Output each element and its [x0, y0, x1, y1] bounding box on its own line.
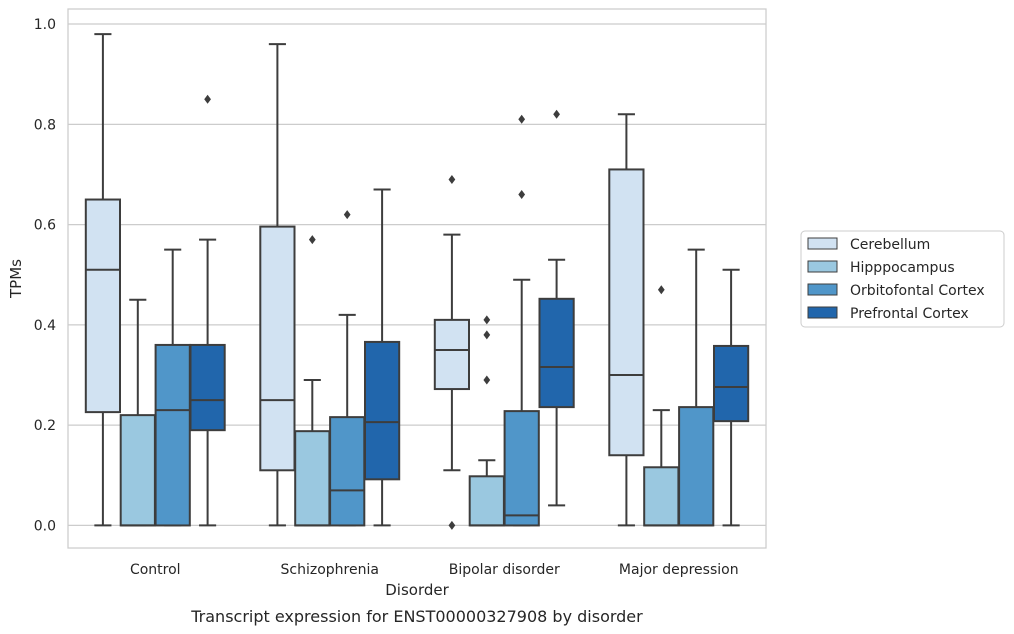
box-iqr [294, 430, 331, 527]
outlier-point [483, 375, 491, 385]
legend-swatch [807, 260, 838, 273]
chart-caption: Transcript expression for ENST0000032790… [190, 607, 643, 626]
outlier-point [518, 190, 526, 200]
box-hipppocampus [643, 285, 680, 527]
box-orbitofontal-cortex [154, 248, 191, 527]
box-iqr [712, 344, 750, 423]
box-iqr [259, 225, 296, 472]
box-cerebellum [433, 174, 471, 530]
legend-label: Orbitofontal Cortex [850, 283, 985, 299]
y-tick-label: 0.2 [34, 418, 56, 434]
y-tick-labels: 0.0 0.2 0.4 0.6 0.8 1.0 [34, 17, 56, 534]
box-hipppocampus [468, 315, 505, 527]
box-iqr [643, 466, 680, 527]
box-prefrontal-cortex [538, 109, 575, 507]
outlier-point [553, 109, 560, 119]
box-cerebellum [259, 43, 296, 527]
outlier-point [657, 285, 665, 295]
box-prefrontal-cortex [363, 188, 401, 527]
y-axis-label: TPMs [7, 259, 25, 299]
box-prefrontal-cortex [189, 94, 226, 527]
box-prefrontal-cortex [712, 268, 750, 527]
outlier-point [483, 330, 491, 340]
outlier-point [483, 315, 491, 325]
box-iqr [189, 343, 226, 432]
legend-box [800, 230, 1005, 328]
outlier-point [204, 94, 211, 104]
outlier-point [308, 235, 316, 245]
box-iqr [503, 410, 540, 527]
legend-swatch [807, 306, 838, 319]
legend-swatch [807, 283, 838, 296]
legend: Cerebellum Hipppocampus Orbitofontal Corte… [800, 230, 1005, 328]
y-tick-label: 0.0 [34, 518, 56, 534]
box-iqr [154, 343, 191, 527]
x-tick-label: Control [130, 562, 181, 578]
box-iqr [329, 416, 366, 527]
outlier-point [448, 174, 456, 184]
box-iqr [538, 297, 575, 409]
box-iqr [119, 414, 156, 527]
legend-label: Prefrontal Cortex [850, 306, 969, 322]
box-hipppocampus [294, 235, 331, 527]
y-tick-label: 0.8 [34, 117, 56, 133]
x-tick-labels: Control Schizophrenia Bipolar disorder Majo… [130, 562, 739, 578]
box-cerebellum [608, 113, 645, 527]
y-tick-label: 1.0 [34, 17, 56, 33]
legend-label: Hipppocampus [850, 260, 955, 276]
box-iqr [363, 340, 401, 481]
box-cerebellum [84, 33, 122, 527]
legend-swatch [807, 237, 838, 250]
y-tick-label: 0.4 [34, 318, 56, 334]
box-plot-marks [84, 33, 750, 530]
box-iqr [433, 318, 471, 391]
box-hipppocampus [119, 298, 156, 527]
x-tick-label: Bipolar disorder [449, 562, 560, 578]
box-orbitofontal-cortex [678, 248, 715, 527]
box-iqr [468, 475, 505, 527]
legend-label: Cerebellum [850, 237, 930, 253]
x-tick-label: Major depression [619, 562, 739, 578]
x-axis-label: Disorder [385, 581, 449, 599]
outlier-point [343, 210, 351, 220]
box-iqr [84, 198, 122, 414]
box-orbitofontal-cortex [503, 114, 540, 527]
box-orbitofontal-cortex [329, 210, 366, 527]
box-iqr [608, 168, 645, 457]
outlier-point [518, 114, 526, 124]
outlier-point [448, 520, 456, 530]
x-tick-label: Schizophrenia [281, 562, 379, 578]
plot-frame [67, 8, 767, 549]
y-tick-label: 0.6 [34, 218, 56, 234]
box-iqr [678, 406, 715, 527]
